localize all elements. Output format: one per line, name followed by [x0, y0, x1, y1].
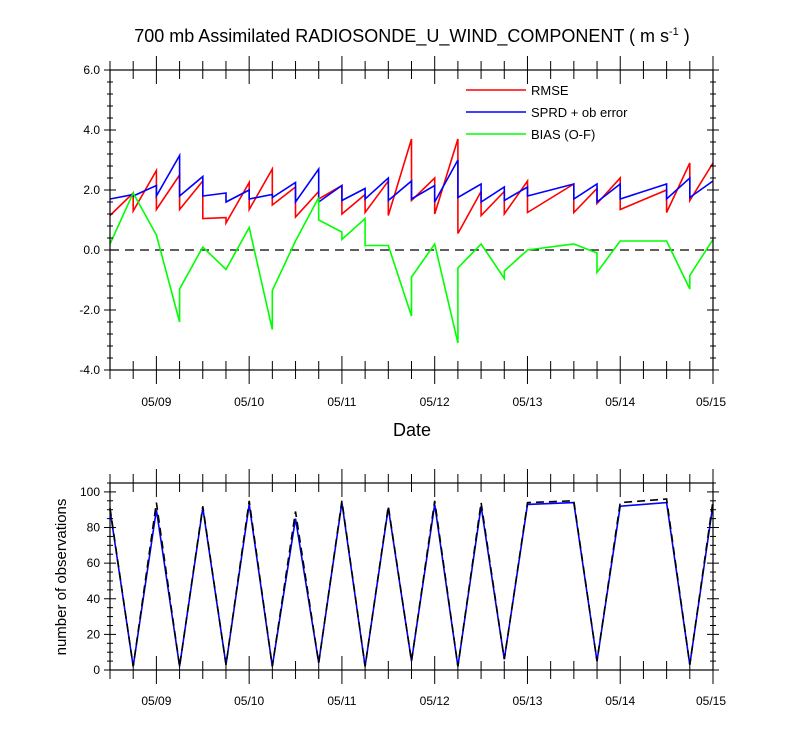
top-y-tick-label: 6.0 [83, 63, 100, 77]
top-y-tick-label: -2.0 [79, 303, 100, 317]
bottom-x-tick-label: 05/11 [327, 694, 356, 708]
top-x-tick-label: 05/11 [327, 395, 356, 409]
top-plot-frame [109, 69, 714, 371]
bottom-y-axis-label: number of observations [53, 499, 70, 656]
top-y-tick-label: 2.0 [83, 183, 100, 197]
bottom-x-tick-label: 05/15 [696, 694, 726, 708]
top-x-tick-label: 05/14 [605, 395, 635, 409]
bottom-y-tick-label: 0 [93, 663, 100, 677]
chart-title: 700 mb Assimilated RADIOSONDE_U_WIND_COM… [134, 26, 690, 47]
top-y-tick-label: 0.0 [83, 243, 100, 257]
top-ticks-group: -4.0 -2.0 0.0 2.0 4.0 6.0 05/09 05/10 05/11 05/12… [79, 56, 726, 409]
top-y-tick-label: 4.0 [83, 123, 100, 137]
bottom-x-tick-label: 05/09 [141, 694, 171, 708]
top-series-sprd-ob-error [109, 152, 714, 205]
top-panel: -4.0 -2.0 0.0 2.0 4.0 6.0 05/09 05/10 05/11 05/12… [79, 56, 726, 440]
bottom-y-tick-label: 20 [87, 627, 101, 641]
top-x-tick-label: 05/09 [141, 395, 171, 409]
top-x-tick-label: 05/12 [420, 395, 450, 409]
chart-title-end: ) [679, 26, 690, 46]
top-x-tick-label: 05/15 [696, 395, 726, 409]
top-x-axis-label: Date [393, 420, 431, 440]
bottom-panel: 0 20 40 60 80 100 05/09 05/10 05/11 05/12 05/13 05/… [53, 469, 726, 708]
legend-label-rmse: RMSE [531, 83, 569, 98]
legend: RMSE SPRD + ob error BIAS (O-F) [466, 83, 628, 142]
bottom-y-tick-label: 80 [87, 521, 101, 535]
top-x-tick-label: 05/13 [512, 395, 542, 409]
chart-title-superscript: -1 [669, 26, 679, 38]
bottom-x-tick-label: 05/13 [512, 694, 542, 708]
top-series-group [109, 138, 714, 344]
bottom-plot-frame [109, 482, 714, 671]
bottom-series-group [109, 498, 714, 667]
top-series-bias-o-f [109, 191, 714, 344]
legend-label-bias: BIAS (O-F) [531, 127, 595, 142]
top-y-tick-label: -4.0 [79, 363, 100, 377]
bottom-x-tick-label: 05/14 [605, 694, 635, 708]
bottom-y-tick-label: 60 [87, 556, 101, 570]
top-x-tick-label: 05/10 [234, 395, 264, 409]
bottom-x-tick-label: 05/12 [420, 694, 450, 708]
bottom-y-tick-label: 40 [87, 592, 101, 606]
legend-label-sprd: SPRD + ob error [531, 105, 628, 120]
bottom-y-tick-label: 100 [80, 485, 100, 499]
bottom-x-tick-label: 05/10 [234, 694, 264, 708]
chart-title-main: 700 mb Assimilated RADIOSONDE_U_WIND_COM… [134, 26, 669, 47]
